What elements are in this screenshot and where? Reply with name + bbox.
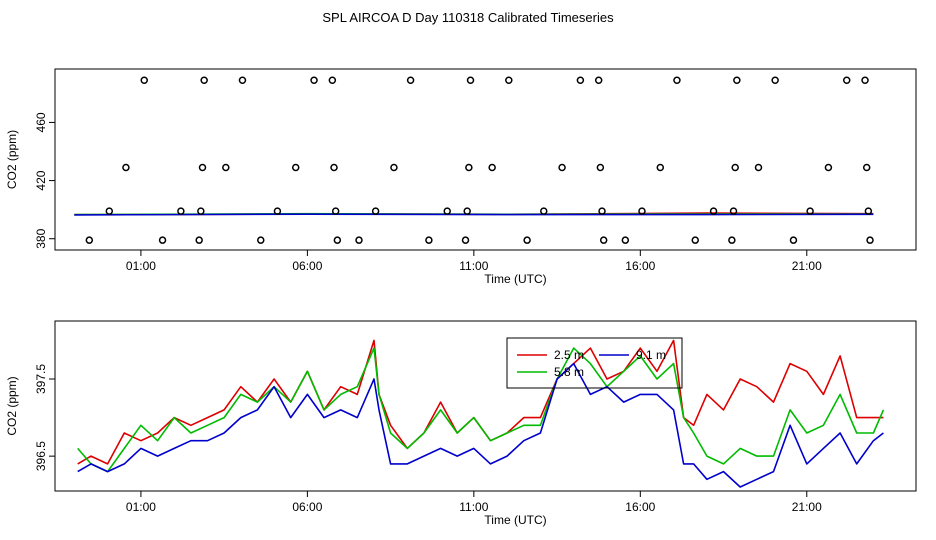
scatter-point [105, 207, 114, 215]
scatter-panel: 01:00 06:00 11:00 16:00 21:00 Time (UTC) 380 42… [5, 68, 917, 286]
scatter-point [390, 163, 398, 172]
series-line-2-5-m [77, 339, 884, 465]
x-tick-label: 21:00 [792, 500, 822, 514]
scatter-point [558, 163, 566, 172]
scatter-point [806, 207, 814, 215]
scatter-point [222, 163, 230, 172]
scatter-point [198, 163, 207, 172]
scatter-point [731, 163, 739, 172]
x-axis-label: Time (UTC) [484, 513, 546, 527]
scatter-point [488, 163, 496, 172]
scatter-point [200, 76, 208, 85]
y-axis-label: CO2 (ppm) [5, 376, 19, 435]
plot-frame [54, 68, 917, 251]
scatter-point [195, 236, 203, 244]
scatter-point [310, 76, 318, 85]
scatter-point [461, 236, 470, 244]
scatter-point [328, 76, 337, 85]
scatter-point [331, 207, 340, 215]
scatter-point [177, 207, 185, 215]
scatter-point [691, 236, 699, 244]
y-axis-label: CO2 (ppm) [5, 130, 19, 189]
scatter-point [754, 163, 763, 172]
series-line-5-8-m [77, 347, 885, 473]
y-tick-label: 460 [34, 112, 48, 132]
x-tick-label: 11:00 [459, 259, 488, 273]
scatter-point [273, 207, 282, 215]
x-tick-label: 01:00 [126, 500, 156, 514]
legend-label: 9.1 m [636, 348, 666, 362]
scatter-point [824, 163, 833, 172]
plot-frame [54, 320, 917, 492]
scatter-point [733, 76, 741, 85]
scatter-point [425, 236, 433, 244]
x-tick-label: 06:00 [292, 500, 322, 514]
scatter-point [598, 207, 606, 215]
scatter-point [465, 163, 473, 172]
scatter-point [728, 236, 736, 244]
scatter-point [463, 207, 471, 215]
y-tick-label: 420 [34, 170, 48, 190]
scatter-point [505, 76, 513, 85]
scatter-point [158, 236, 167, 244]
scatter-point [638, 207, 646, 215]
scatter-point [122, 163, 130, 172]
scatter-point [866, 236, 874, 244]
scatter-point [291, 163, 300, 172]
scatter-point [466, 76, 475, 85]
scatter-point [842, 76, 851, 85]
scatter-point [540, 207, 548, 215]
scatter-point [197, 207, 205, 215]
scatter-point [333, 236, 342, 244]
scatter-point [406, 76, 415, 85]
line-panel: 01:00 06:00 11:00 16:00 21:00 Time (UTC) 396.5… [5, 320, 917, 527]
scatter-point [771, 76, 779, 85]
scatter-point [789, 236, 798, 244]
scatter-point [861, 76, 869, 85]
y-tick-label: 396.5 [34, 441, 48, 471]
scatter-point [523, 236, 531, 244]
scatter-point [355, 236, 363, 244]
series-line-9-1-m [74, 213, 874, 216]
scatter-point [862, 163, 871, 172]
scatter-point [371, 207, 380, 215]
scatter-point [864, 207, 873, 215]
scatter-point [656, 163, 665, 172]
scatter-point [576, 76, 585, 85]
x-tick-label: 01:00 [126, 259, 156, 273]
scatter-point [443, 207, 451, 215]
scatter-point [621, 236, 630, 244]
scatter-point [238, 76, 247, 85]
scatter-point [140, 76, 148, 85]
scatter-point [596, 163, 605, 172]
scatter-point [599, 236, 608, 244]
series-line-9-1-m [77, 362, 884, 488]
x-tick-label: 16:00 [625, 500, 655, 514]
x-tick-label: 21:00 [792, 259, 822, 273]
scatter-point [330, 163, 338, 172]
scatter-point [257, 236, 265, 244]
x-tick-label: 06:00 [292, 259, 322, 273]
scatter-point [85, 236, 94, 244]
y-tick-label: 397.5 [34, 364, 48, 394]
scatter-point [594, 76, 603, 85]
legend: 2.5 m 5.8 m 9.1 m [506, 337, 683, 389]
legend-box [506, 337, 683, 389]
legend-label: 2.5 m [554, 348, 584, 362]
x-tick-label: 11:00 [459, 500, 488, 514]
scatter-point [729, 207, 738, 215]
figure-title: SPL AIRCOA D Day 110318 Calibrated Times… [322, 10, 614, 25]
x-tick-label: 16:00 [625, 259, 655, 273]
scatter-point [709, 207, 718, 215]
x-axis-label: Time (UTC) [484, 272, 546, 286]
legend-label: 5.8 m [554, 365, 584, 379]
y-tick-label: 380 [34, 228, 48, 248]
scatter-point [673, 76, 681, 85]
